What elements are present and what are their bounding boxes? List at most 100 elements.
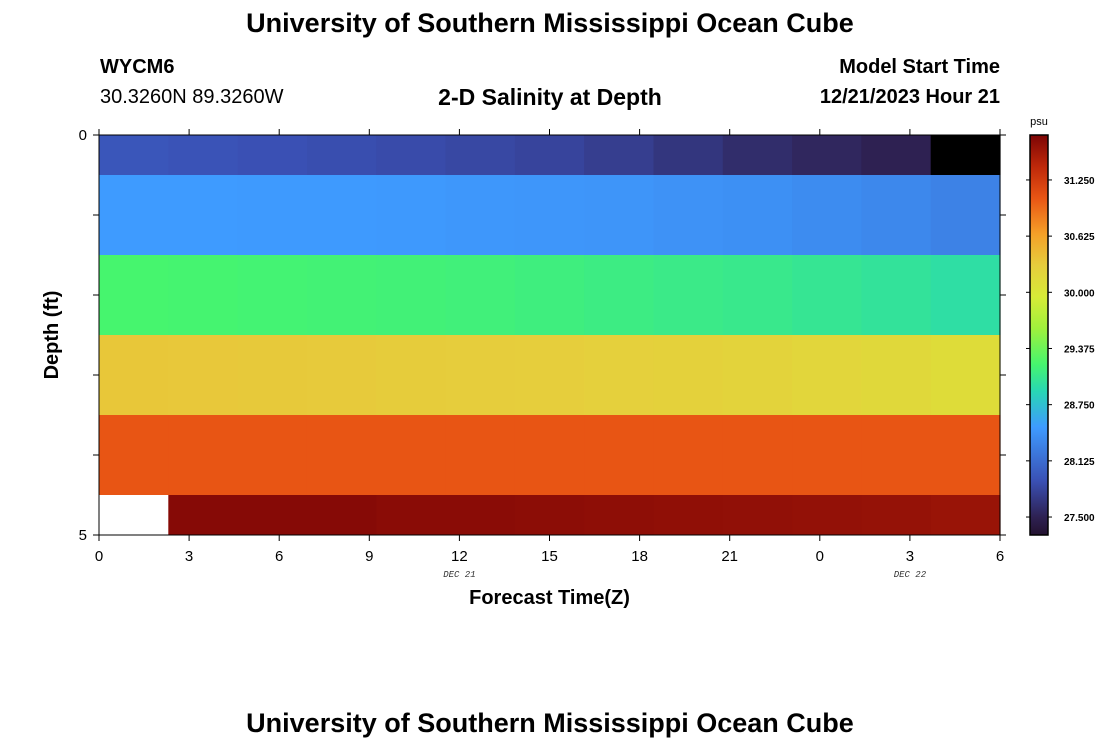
heatmap-cell (514, 495, 585, 535)
heatmap-cell (445, 495, 516, 535)
heatmap-cell (930, 495, 1001, 535)
heatmap-cell (514, 255, 585, 335)
heatmap-cell (930, 135, 1001, 175)
x-tick-label: 3 (185, 548, 193, 565)
heatmap-cell (237, 335, 308, 415)
heatmap-cell (168, 255, 239, 335)
heatmap-cell (168, 135, 239, 175)
heatmap-cell (99, 135, 169, 175)
heatmap-cell (376, 175, 447, 255)
x-tick-label: 0 (816, 548, 824, 565)
heatmap-cell (584, 135, 655, 175)
heatmap-cell (653, 175, 724, 255)
heatmap-cells (99, 135, 1001, 535)
heatmap-cell (237, 255, 308, 335)
heatmap-cell (168, 495, 239, 535)
heatmap-cell (514, 335, 585, 415)
heatmap-cell (722, 135, 793, 175)
heatmap-cell (306, 335, 377, 415)
heatmap-cell (930, 255, 1001, 335)
heatmap-cell (99, 255, 169, 335)
heatmap-cell (237, 175, 308, 255)
x-axis: 0 3 6 9 12 15 18 21 0 3 6 DEC 21 DEC 22 (95, 129, 1004, 580)
heatmap-cell (514, 175, 585, 255)
heatmap-cell (584, 175, 655, 255)
y-tick-label: 5 (79, 527, 87, 544)
model-start-label: Model Start Time (839, 56, 1000, 78)
heatmap-cell (861, 255, 932, 335)
colorbar-scale (1029, 134, 1049, 536)
heatmap-cell (306, 495, 377, 535)
heatmap-cell (237, 415, 308, 495)
heatmap-cell (653, 255, 724, 335)
heatmap-cell (792, 415, 862, 495)
x-tick-label: 21 (721, 548, 738, 565)
colorbar-tick-label: 31.250 (1064, 176, 1095, 187)
heatmap-cell (930, 175, 1001, 255)
heatmap-cell (792, 495, 862, 535)
page-title-bottom: University of Southern Mississippi Ocean… (246, 708, 854, 738)
y-tick-label: 0 (79, 127, 87, 144)
heatmap-cell (584, 255, 655, 335)
heatmap-cell (237, 495, 308, 535)
x-axis-title: Forecast Time(Z) (469, 587, 630, 609)
heatmap-cell (653, 335, 724, 415)
heatmap-cell (861, 495, 932, 535)
colorbar-tick-label: 28.125 (1064, 457, 1095, 468)
colorbar-tick-label: 28.750 (1064, 401, 1095, 412)
heatmap-cell (445, 175, 516, 255)
model-start-value: 12/21/2023 Hour 21 (819, 86, 1000, 108)
heatmap-cell (514, 415, 585, 495)
heatmap-cell (306, 135, 377, 175)
colorbar-tick-label: 29.375 (1064, 344, 1095, 355)
heatmap-cell (237, 135, 308, 175)
x-tick-label: 6 (275, 548, 283, 565)
heatmap-cell (376, 135, 447, 175)
heatmap-cell (861, 135, 932, 175)
x-tick-label: 6 (996, 548, 1004, 565)
station-id: WYCM6 (100, 56, 175, 78)
colorbar-tick-label: 27.500 (1064, 513, 1095, 524)
plot-title: 2-D Salinity at Depth (438, 84, 662, 110)
colorbar-unit: psu (1030, 116, 1048, 128)
x-tick-label: 0 (95, 548, 103, 565)
heatmap-cell (861, 335, 932, 415)
heatmap-cell (306, 175, 377, 255)
heatmap-cell (861, 415, 932, 495)
heatmap-cell (653, 415, 724, 495)
x-tick-label: 18 (631, 548, 648, 565)
heatmap-cell (306, 415, 377, 495)
colorbar: psu 31.250 30.625 30.000 29.375 28.750 28.125 2… (1026, 116, 1095, 536)
x-tick-label: 15 (541, 548, 558, 565)
heatmap-cell (514, 135, 585, 175)
heatmap-cell (99, 495, 169, 535)
heatmap-cell (168, 415, 239, 495)
heatmap-cell (722, 255, 793, 335)
heatmap-cell (792, 335, 862, 415)
heatmap-cell (99, 335, 169, 415)
heatmap-cell (722, 175, 793, 255)
y-axis: 05 (79, 127, 1006, 544)
heatmap-cell (445, 335, 516, 415)
heatmap-cell (722, 495, 793, 535)
heatmap-cell (861, 175, 932, 255)
heatmap-cell (445, 415, 516, 495)
y-axis-title: Depth (ft) (41, 291, 63, 380)
heatmap-cell (376, 335, 447, 415)
station-coordinates: 30.3260N 89.3260W (100, 86, 284, 108)
page-title: University of Southern Mississippi Ocean… (246, 8, 854, 38)
x-tick-label: 12 (451, 548, 468, 565)
heatmap-cell (306, 255, 377, 335)
heatmap-cell (376, 495, 447, 535)
heatmap-cell (792, 255, 862, 335)
heatmap-cell (445, 135, 516, 175)
heatmap-cell (168, 335, 239, 415)
heatmap-cell (168, 175, 239, 255)
heatmap-cell (930, 335, 1001, 415)
x-tick-label: 9 (365, 548, 373, 565)
heatmap-cell (99, 175, 169, 255)
heatmap-cell (653, 135, 724, 175)
x-tick-label: 3 (906, 548, 914, 565)
heatmap-cell (584, 495, 655, 535)
